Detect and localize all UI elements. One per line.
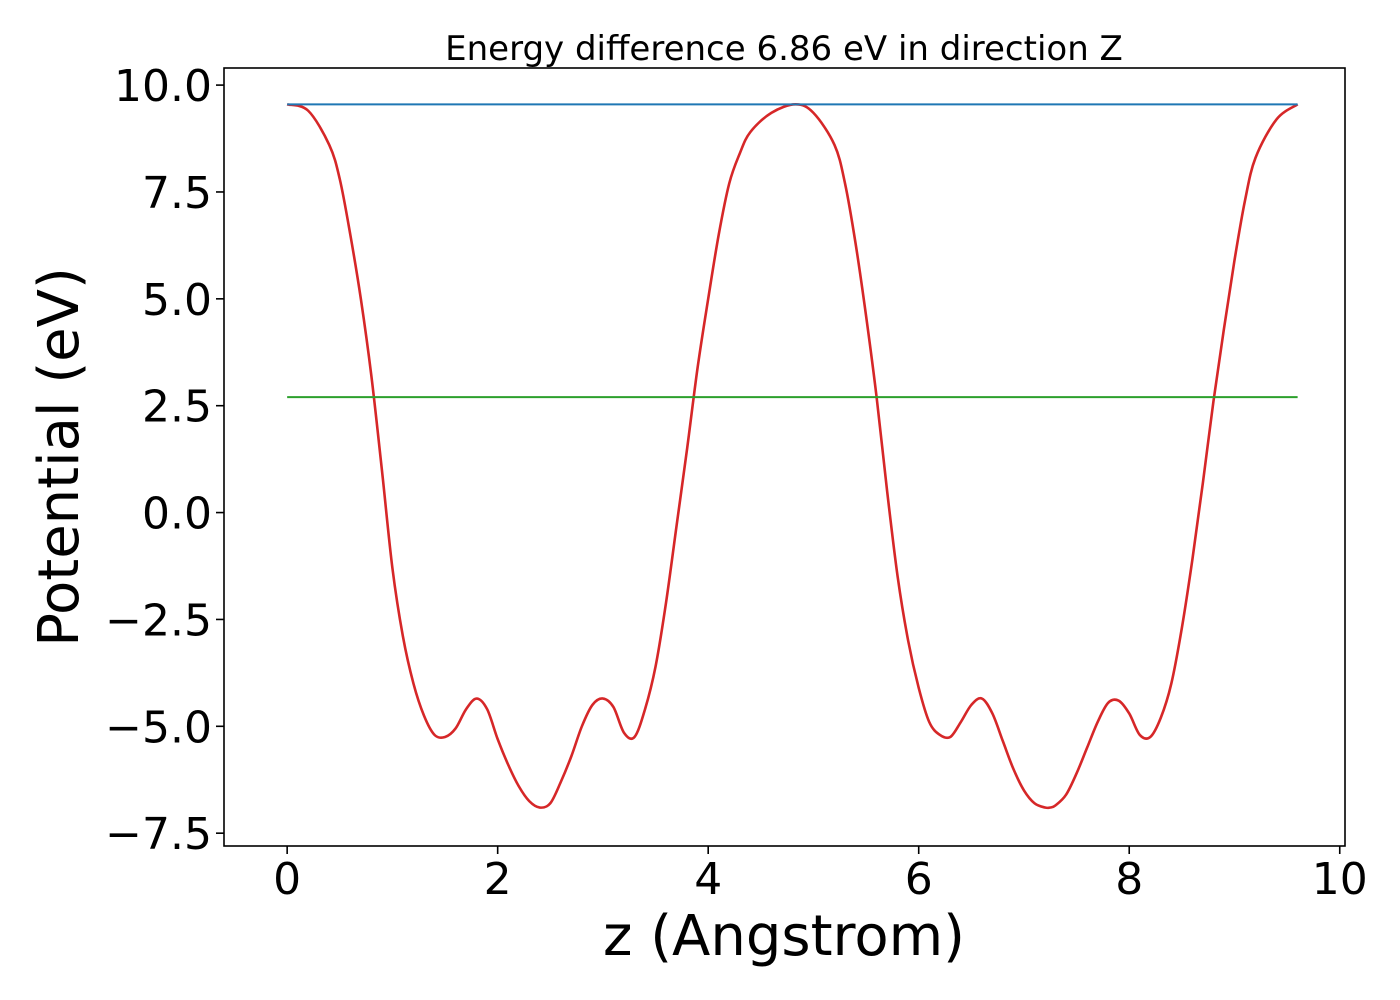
x-tick-label: 2 [484,854,512,905]
x-axis-ticks: 0 2 4 6 8 10 [273,846,1368,905]
y-tick-label: 2.5 [142,382,212,433]
chart-title: Energy difference 6.86 eV in direction Z [445,29,1123,69]
y-tick-label: −5.0 [105,702,212,753]
x-tick-label: 10 [1312,854,1368,905]
y-axis-label: Potential (eV) [27,267,92,647]
x-tick-label: 4 [694,854,722,905]
y-tick-label: 10.0 [114,61,212,112]
x-axis-label: z (Angstrom) [603,904,965,969]
series-line-1 [286,103,1299,810]
series-layer [286,103,1299,810]
y-tick-label: 7.5 [142,168,212,219]
y-tick-label: −2.5 [105,595,212,646]
axes-frame [223,67,1346,847]
x-tick-label: 0 [273,854,301,905]
y-tick-label: −7.5 [105,809,212,860]
x-tick-label: 6 [905,854,933,905]
y-tick-label: 0.0 [142,489,212,540]
plot-area [223,67,1346,847]
y-tick-label: 5.0 [142,275,212,326]
y-axis-ticks: 10.0 7.5 5.0 2.5 0.0 −2.5 −5.0 −7.5 [105,61,224,860]
x-tick-label: 8 [1115,854,1143,905]
